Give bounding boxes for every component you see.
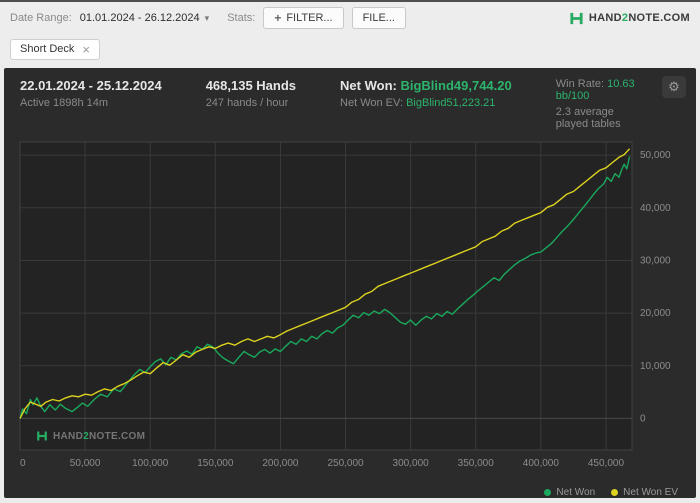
summary-hands-block: 468,135 Hands 247 hands / hour <box>206 78 296 130</box>
svg-text:400,000: 400,000 <box>523 458 560 469</box>
date-range-label: Date Range: <box>10 12 72 24</box>
date-range-dropdown[interactable]: 01.01.2024 - 26.12.2024 ▾ <box>80 12 209 24</box>
svg-text:40,000: 40,000 <box>640 203 671 214</box>
file-button[interactable]: FILE... <box>351 7 406 29</box>
filter-chip-label: Short Deck <box>20 43 75 55</box>
summary-net-won-block: Net Won: BigBlind49,744.20 Net Won EV: B… <box>340 78 512 130</box>
win-rate-value: 10.63 bb/100 <box>555 78 635 102</box>
avg-tables: 2.3 average played tables <box>555 106 621 130</box>
net-won-ev-label: Net Won EV: <box>340 97 404 109</box>
date-range-value: 01.01.2024 - 26.12.2024 <box>79 12 200 24</box>
filter-chip-row: Short Deck × <box>0 34 700 62</box>
stats-label: Stats: <box>227 12 256 24</box>
settings-button[interactable]: ⚙ <box>662 76 686 98</box>
win-rate-label: Win Rate: <box>555 78 605 90</box>
net-won-line: Net Won: BigBlind49,744.20 <box>340 78 512 93</box>
svg-text:100,000: 100,000 <box>132 458 169 469</box>
filter-button[interactable]: + FILTER... <box>263 7 344 29</box>
svg-text:150,000: 150,000 <box>197 458 234 469</box>
svg-text:250,000: 250,000 <box>327 458 364 469</box>
net-won-ev-line: Net Won EV: BigBlind51,223.21 <box>340 97 512 109</box>
net-won-label: Net Won: <box>340 78 397 93</box>
filter-chip-short-deck[interactable]: Short Deck × <box>10 38 101 60</box>
win-rate-line: Win Rate: 10.63 bb/100 <box>556 78 636 102</box>
summary-date-range: 22.01.2024 - 25.12.2024 <box>20 78 162 93</box>
chart-watermark: HAND2NOTE.COM <box>36 430 145 442</box>
gear-icon: ⚙ <box>668 79 680 94</box>
summary-header: 22.01.2024 - 25.12.2024 Active 1898h 14m… <box>4 68 696 134</box>
summary-hands-per-hour: 247 hands / hour <box>205 97 289 109</box>
svg-text:300,000: 300,000 <box>393 458 430 469</box>
equity-chart: 0 50,000 100,000 150,000 200,000 250,000 300,0… <box>19 141 671 469</box>
top-toolbar: Date Range: 01.01.2024 - 26.12.2024 ▾ St… <box>0 2 700 34</box>
svg-text:350,000: 350,000 <box>458 458 495 469</box>
summary-active-time: Active 1898h 14m <box>20 97 109 109</box>
watermark-text: HAND2NOTE.COM <box>53 430 146 442</box>
svg-text:10,000: 10,000 <box>640 361 671 372</box>
summary-winrate-block: Win Rate: 10.63 bb/100 2.3 average playe… <box>556 78 636 130</box>
svg-text:50,000: 50,000 <box>70 458 101 469</box>
plus-icon: + <box>274 11 282 25</box>
svg-text:200,000: 200,000 <box>262 458 299 469</box>
summary-date-block: 22.01.2024 - 25.12.2024 Active 1898h 14m <box>20 78 162 130</box>
chevron-down-icon: ▾ <box>204 12 210 23</box>
hand2note-logo-icon <box>570 12 583 24</box>
net-won-value: BigBlind49,744.20 <box>400 78 512 93</box>
hand2note-watermark-icon <box>37 431 47 441</box>
svg-text:0: 0 <box>20 458 26 469</box>
svg-text:30,000: 30,000 <box>640 255 671 266</box>
summary-hands: 468,135 Hands <box>205 78 297 93</box>
svg-text:50,000: 50,000 <box>640 150 671 161</box>
svg-text:0: 0 <box>640 413 646 424</box>
net-won-ev-value: BigBlind51,223.21 <box>406 97 496 109</box>
chart-area: 0 50,000 100,000 150,000 200,000 250,000 300,0… <box>12 136 688 498</box>
file-button-label: FILE... <box>362 12 395 24</box>
hand2note-logo: HAND2NOTE.COM <box>569 11 690 26</box>
close-icon[interactable]: × <box>82 41 91 57</box>
logo-text: HAND2NOTE.COM <box>588 12 690 24</box>
stats-panel: 22.01.2024 - 25.12.2024 Active 1898h 14m… <box>4 68 696 498</box>
svg-text:20,000: 20,000 <box>640 308 671 319</box>
svg-text:450,000: 450,000 <box>588 458 625 469</box>
filter-button-label: FILTER... <box>286 12 333 24</box>
